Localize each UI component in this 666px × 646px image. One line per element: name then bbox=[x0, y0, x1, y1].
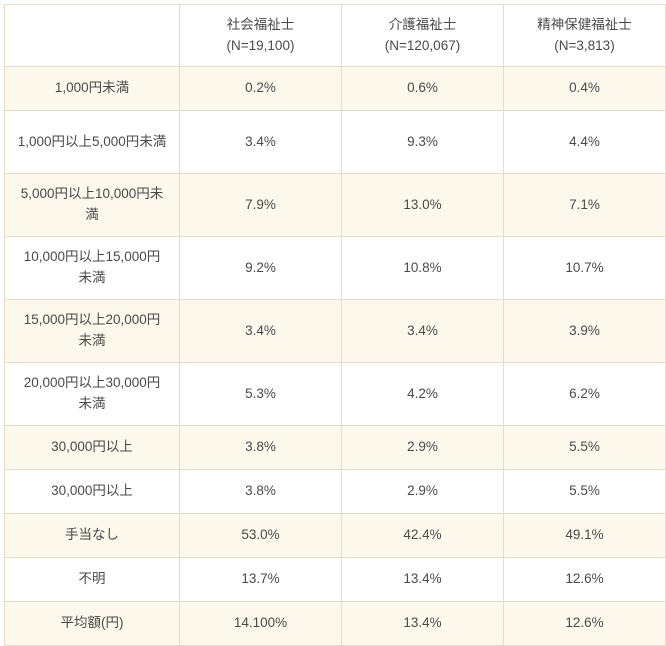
row-label: 不明 bbox=[4, 557, 180, 602]
table-cell: 5.5% bbox=[503, 425, 666, 470]
table-cell: 5.5% bbox=[503, 469, 666, 514]
table-cell: 13.7% bbox=[179, 557, 342, 602]
row-label: 平均額(円) bbox=[4, 601, 180, 646]
column-title: 精神保健福祉士 bbox=[537, 16, 632, 32]
table-cell: 10.8% bbox=[341, 236, 504, 300]
table-cell: 9.2% bbox=[179, 236, 342, 300]
row-label: 20,000円以上30,000円未満 bbox=[4, 362, 180, 426]
table-cell: 0.6% bbox=[341, 66, 504, 111]
row-label: 1,000円未満 bbox=[4, 66, 180, 111]
table-cell: 0.4% bbox=[503, 66, 666, 111]
table-cell: 3.4% bbox=[341, 299, 504, 363]
table-cell: 10.7% bbox=[503, 236, 666, 300]
table-cell: 42.4% bbox=[341, 513, 504, 558]
column-header-shakai: 社会福祉士 (N=19,100) bbox=[179, 4, 342, 67]
column-header-kaigo: 介護福祉士 (N=120,067) bbox=[341, 4, 504, 67]
row-label: 手当なし bbox=[4, 513, 180, 558]
row-label: 30,000円以上 bbox=[4, 425, 180, 470]
table-cell: 0.2% bbox=[179, 66, 342, 111]
allowance-table: 社会福祉士 (N=19,100) 介護福祉士 (N=120,067) 精神保健福… bbox=[4, 4, 666, 646]
table-cell: 2.9% bbox=[341, 469, 504, 514]
table-cell: 3.9% bbox=[503, 299, 666, 363]
table-cell: 7.1% bbox=[503, 173, 666, 237]
table-row: 5,000円以上10,000円未満 7.9% 13.0% 7.1% bbox=[4, 173, 666, 237]
row-label: 1,000円以上5,000円未満 bbox=[4, 110, 180, 174]
table-cell: 3.4% bbox=[179, 299, 342, 363]
table-cell: 3.8% bbox=[179, 425, 342, 470]
table-row: 不明 13.7% 13.4% 12.6% bbox=[4, 557, 666, 602]
table-cell: 14.100% bbox=[179, 601, 342, 646]
table-cell: 6.2% bbox=[503, 362, 666, 426]
table-cell: 53.0% bbox=[179, 513, 342, 558]
table-row: 10,000円以上15,000円未満 9.2% 10.8% 10.7% bbox=[4, 236, 666, 300]
table-cell: 13.0% bbox=[341, 173, 504, 237]
column-n: (N=19,100) bbox=[226, 37, 295, 53]
table-row: 1,000円以上5,000円未満 3.4% 9.3% 4.4% bbox=[4, 110, 666, 174]
table-cell: 9.3% bbox=[341, 110, 504, 174]
table-cell: 3.8% bbox=[179, 469, 342, 514]
corner-cell bbox=[4, 4, 180, 67]
table-row: 15,000円以上20,000円未満 3.4% 3.4% 3.9% bbox=[4, 299, 666, 363]
row-label: 5,000円以上10,000円未満 bbox=[4, 173, 180, 237]
table-cell: 4.4% bbox=[503, 110, 666, 174]
table-row: 30,000円以上 3.8% 2.9% 5.5% bbox=[4, 425, 666, 470]
row-label: 10,000円以上15,000円未満 bbox=[4, 236, 180, 300]
table-cell: 7.9% bbox=[179, 173, 342, 237]
column-title: 社会福祉士 bbox=[226, 16, 295, 32]
table-header-row: 社会福祉士 (N=19,100) 介護福祉士 (N=120,067) 精神保健福… bbox=[4, 4, 666, 67]
column-n: (N=3,813) bbox=[554, 37, 615, 53]
column-n: (N=120,067) bbox=[384, 37, 461, 53]
table-cell: 4.2% bbox=[341, 362, 504, 426]
row-label: 30,000円以上 bbox=[4, 469, 180, 514]
table-row: 1,000円未満 0.2% 0.6% 0.4% bbox=[4, 66, 666, 111]
table-cell: 12.6% bbox=[503, 601, 666, 646]
table-cell: 2.9% bbox=[341, 425, 504, 470]
table-row: 30,000円以上 3.8% 2.9% 5.5% bbox=[4, 469, 666, 514]
table-row: 20,000円以上30,000円未満 5.3% 4.2% 6.2% bbox=[4, 362, 666, 426]
column-header-seishin: 精神保健福祉士 (N=3,813) bbox=[503, 4, 666, 67]
table-cell: 3.4% bbox=[179, 110, 342, 174]
row-label: 15,000円以上20,000円未満 bbox=[4, 299, 180, 363]
table-cell: 12.6% bbox=[503, 557, 666, 602]
table-cell: 49.1% bbox=[503, 513, 666, 558]
table-cell: 5.3% bbox=[179, 362, 342, 426]
table-row: 手当なし 53.0% 42.4% 49.1% bbox=[4, 513, 666, 558]
column-title: 介護福祉士 bbox=[388, 16, 457, 32]
table-cell: 13.4% bbox=[341, 601, 504, 646]
table-cell: 13.4% bbox=[341, 557, 504, 602]
table-row: 平均額(円) 14.100% 13.4% 12.6% bbox=[4, 601, 666, 646]
